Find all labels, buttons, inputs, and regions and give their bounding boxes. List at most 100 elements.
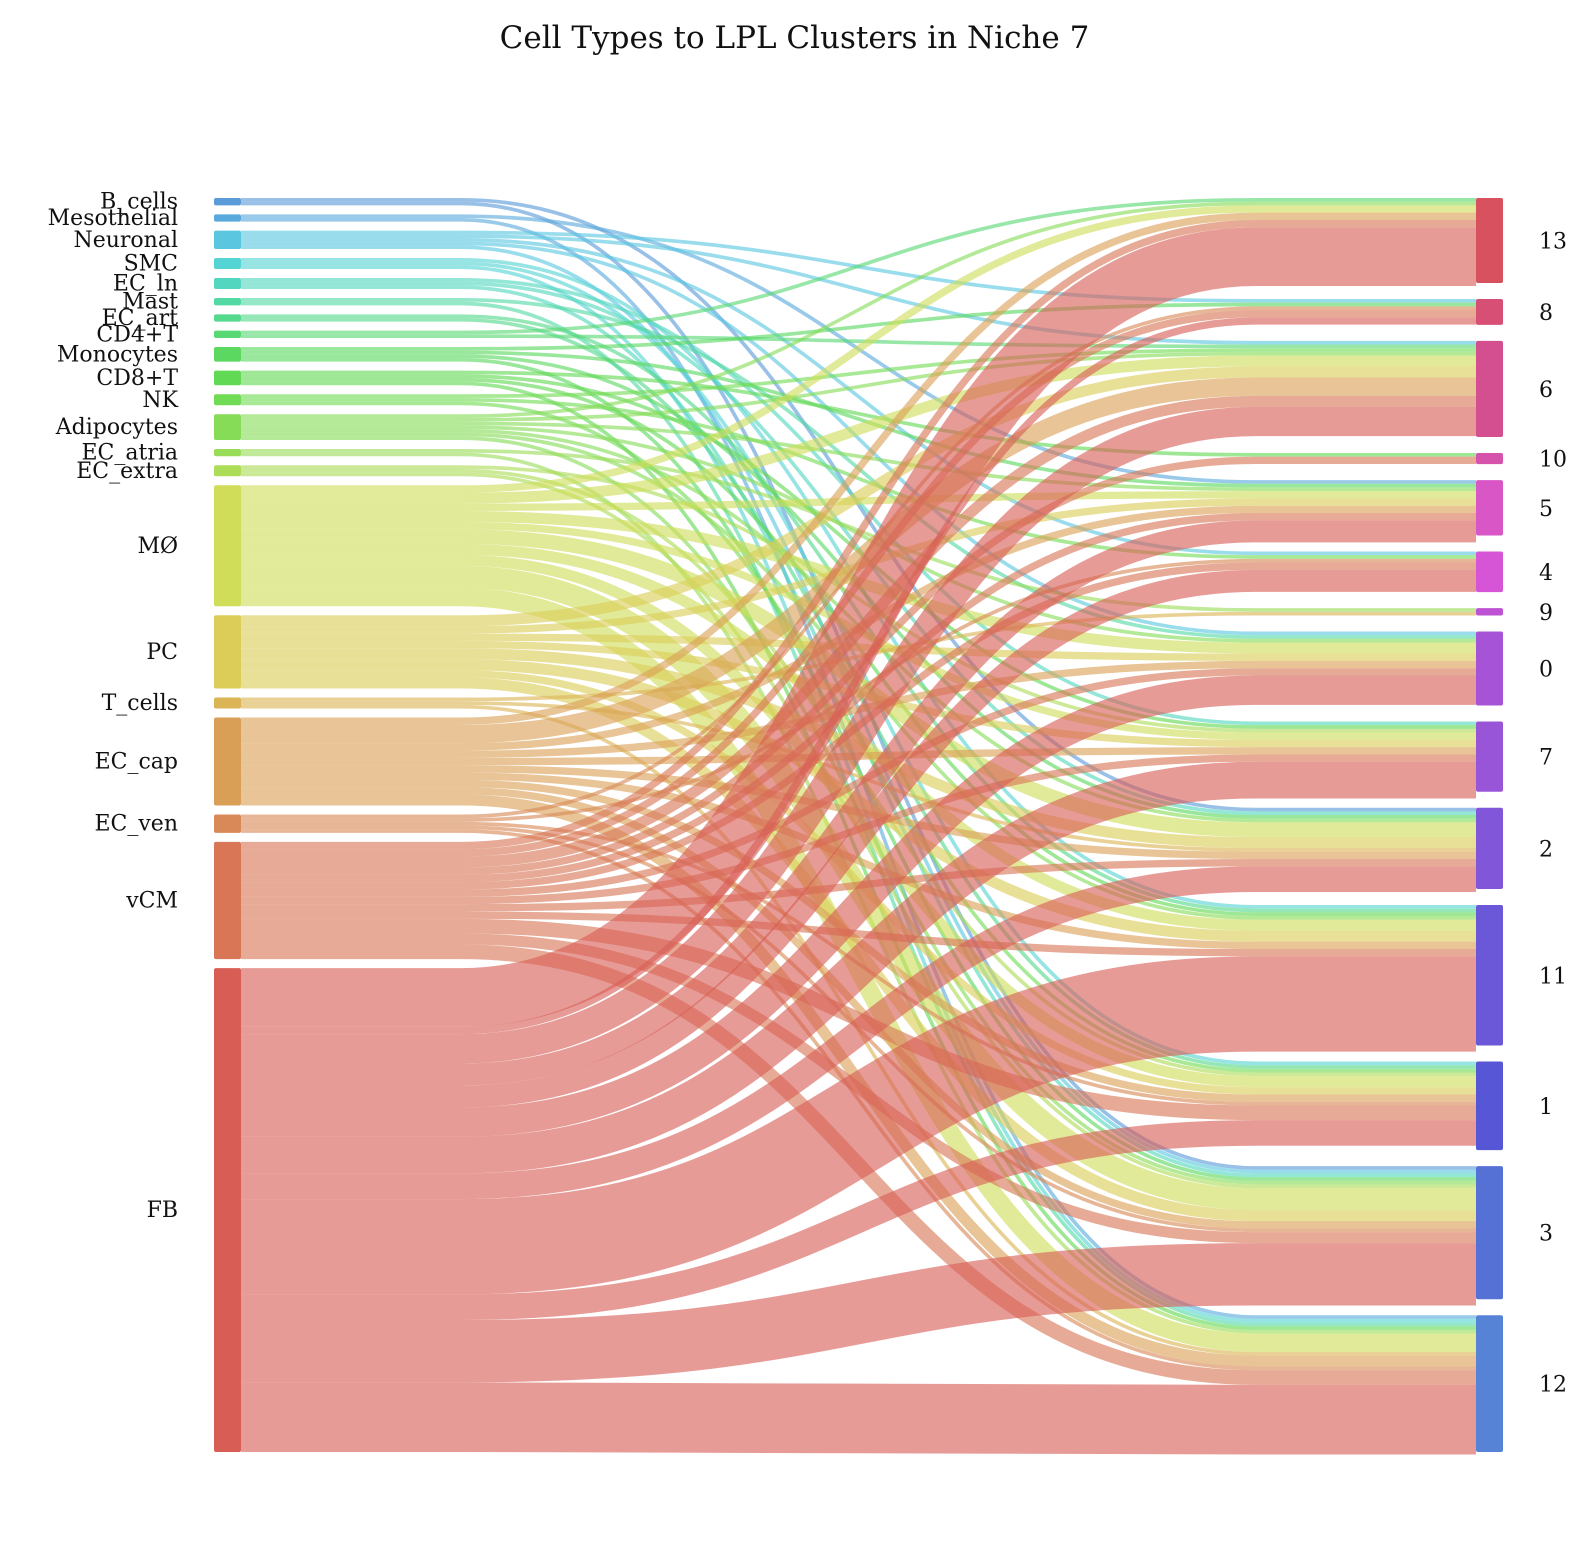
source-node-FB [214, 968, 241, 1452]
target-label-0: 0 [1539, 658, 1553, 683]
target-node-7 [1476, 721, 1503, 792]
source-node-EC_ven [214, 814, 241, 833]
source-label-NK: NK [142, 388, 178, 413]
source-node-CD8+T [214, 370, 241, 386]
link-FB-to-7 [241, 761, 1476, 1174]
link-PC-to-6 [241, 366, 1476, 627]
source-node-NK [214, 394, 241, 406]
link-MØ-to-6 [241, 355, 1476, 504]
link-FB-to-3 [241, 1243, 1476, 1383]
source-label-FB: FB [147, 1198, 178, 1223]
source-label-EC_art: EC_art [102, 306, 179, 331]
link-EC_cap-to-11 [241, 772, 1476, 950]
source-node-vCM [214, 841, 241, 960]
link-EC_ven-to-4 [241, 558, 1476, 822]
source-node-T_cells [214, 697, 241, 709]
target-label-5: 5 [1539, 497, 1553, 522]
target-node-0 [1476, 631, 1503, 706]
nodes-layer [214, 198, 1503, 1452]
source-node-Mast [214, 297, 241, 306]
source-label-EC_atria: EC_atria [81, 441, 178, 466]
link-FB-to-5 [241, 520, 1476, 1086]
target-label-7: 7 [1539, 746, 1553, 771]
link-FB-to-1 [241, 1120, 1476, 1321]
source-node-SMC [214, 257, 241, 269]
target-node-2 [1476, 807, 1503, 890]
link-Adipocytes-to-13 [241, 201, 1476, 418]
target-node-1 [1476, 1061, 1503, 1151]
target-node-8 [1476, 299, 1503, 325]
source-node-Neuronal [214, 230, 241, 249]
source-label-Monocytes: Monocytes [57, 342, 178, 367]
source-node-EC_cap [214, 717, 241, 806]
source-label-EC_extra: EC_extra [76, 459, 178, 484]
link-FB-to-0 [241, 675, 1476, 1137]
link-MØ-to-13 [241, 205, 1476, 493]
target-node-4 [1476, 551, 1503, 593]
target-label-1: 1 [1539, 1095, 1553, 1120]
target-node-12 [1476, 1315, 1503, 1452]
source-node-EC_extra [214, 465, 241, 477]
link-vCM-to-0 [241, 668, 1476, 897]
target-label-12: 12 [1539, 1373, 1567, 1398]
source-label-PC: PC [146, 640, 178, 665]
link-EC_ven-to-8 [241, 306, 1476, 819]
link-EC_cap-to-3 [241, 787, 1476, 1229]
source-label-T_cells: T_cells [102, 691, 178, 716]
target-node-3 [1476, 1166, 1503, 1300]
link-Adipocytes-to-5 [241, 421, 1476, 492]
labels-layer: B_cellsMesothelialNeuronalSMCEC_lnMastEC… [48, 190, 1567, 1398]
link-FB-to-2 [241, 866, 1476, 1200]
source-node-Mesothelial [214, 214, 241, 222]
source-label-vCM: vCM [125, 889, 178, 914]
link-FB-to-4 [241, 569, 1476, 1108]
source-node-EC_art [214, 314, 241, 322]
source-label-Neuronal: Neuronal [73, 228, 178, 253]
source-node-CD4+T [214, 330, 241, 338]
link-EC_cap-to-13 [241, 212, 1476, 725]
source-node-MØ [214, 485, 241, 607]
source-node-Adipocytes [214, 414, 241, 440]
link-EC_cap-to-1 [241, 779, 1476, 1102]
link-vCM-to-13 [241, 219, 1476, 850]
target-label-4: 4 [1539, 561, 1553, 586]
source-label-EC_cap: EC_cap [95, 750, 178, 775]
source-node-EC_ln [214, 277, 241, 289]
source-label-Mesothelial: Mesothelial [48, 206, 178, 231]
source-node-Monocytes [214, 346, 241, 362]
target-node-13 [1476, 198, 1503, 284]
link-vCM-to-5 [241, 513, 1476, 883]
target-node-11 [1476, 905, 1503, 1046]
link-T_cells-to-2 [241, 701, 1476, 852]
link-CD4+T-to-13 [241, 198, 1476, 335]
link-FB-to-13 [241, 227, 1476, 1027]
source-label-Adipocytes: Adipocytes [55, 415, 178, 440]
link-Adipocytes-to-6 [241, 351, 1476, 422]
link-FB-to-8 [241, 317, 1476, 1035]
target-label-8: 8 [1539, 301, 1553, 326]
target-label-2: 2 [1539, 837, 1553, 862]
link-vCM-to-11 [241, 911, 1476, 957]
source-label-EC_ven: EC_ven [94, 812, 178, 837]
chart-title: Cell Types to LPL Clusters in Niche 7 [499, 20, 1090, 56]
target-node-9 [1476, 608, 1503, 616]
target-label-6: 6 [1539, 378, 1553, 403]
source-label-CD4+T: CD4+T [96, 322, 178, 347]
source-label-MØ: MØ [137, 534, 178, 559]
target-label-13: 13 [1539, 230, 1567, 255]
target-node-6 [1476, 340, 1503, 437]
source-label-CD8+T: CD8+T [96, 366, 178, 391]
link-Neuronal-to-4 [241, 237, 1476, 556]
target-label-11: 11 [1539, 964, 1567, 989]
source-node-PC [214, 615, 241, 689]
link-FB-to-6 [241, 406, 1476, 1064]
source-label-EC_ln: EC_ln [113, 271, 178, 296]
target-label-3: 3 [1539, 1222, 1553, 1247]
link-FB-to-12 [241, 1382, 1476, 1455]
source-node-EC_atria [214, 448, 241, 457]
target-label-9: 9 [1539, 601, 1553, 626]
target-label-10: 10 [1539, 448, 1567, 473]
target-node-10 [1476, 452, 1503, 465]
